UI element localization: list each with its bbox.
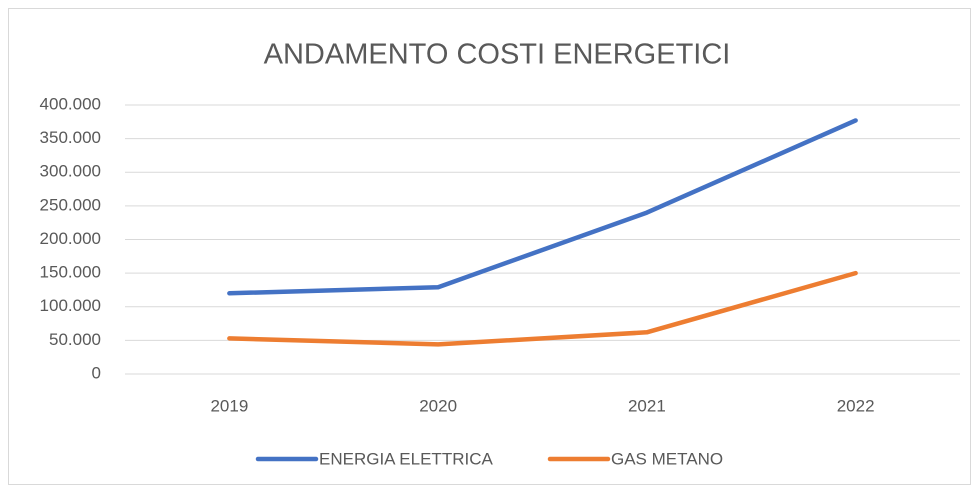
y-tick-label: 250.000 xyxy=(40,195,101,214)
y-tick-label: 100.000 xyxy=(40,296,101,315)
x-tick-label: 2021 xyxy=(628,396,666,415)
chart-title: ANDAMENTO COSTI ENERGETICI xyxy=(264,39,731,71)
x-tick-label: 2020 xyxy=(419,396,457,415)
x-tick-label: 2022 xyxy=(837,396,875,415)
x-tick-label: 2019 xyxy=(210,396,248,415)
series-line xyxy=(227,270,858,347)
y-tick-label: 0 xyxy=(92,363,101,382)
y-tick-label: 200.000 xyxy=(40,229,101,248)
chart-border xyxy=(8,8,971,485)
legend-label: GAS METANO xyxy=(611,449,723,468)
y-tick-label: 50.000 xyxy=(49,330,101,349)
legend-label: ENERGIA ELETTRICA xyxy=(319,449,493,468)
series-line xyxy=(227,118,858,296)
y-tick-label: 300.000 xyxy=(40,162,101,181)
y-tick-label: 150.000 xyxy=(40,263,101,282)
y-tick-label: 350.000 xyxy=(40,128,101,147)
y-tick-label: 400.000 xyxy=(40,94,101,113)
